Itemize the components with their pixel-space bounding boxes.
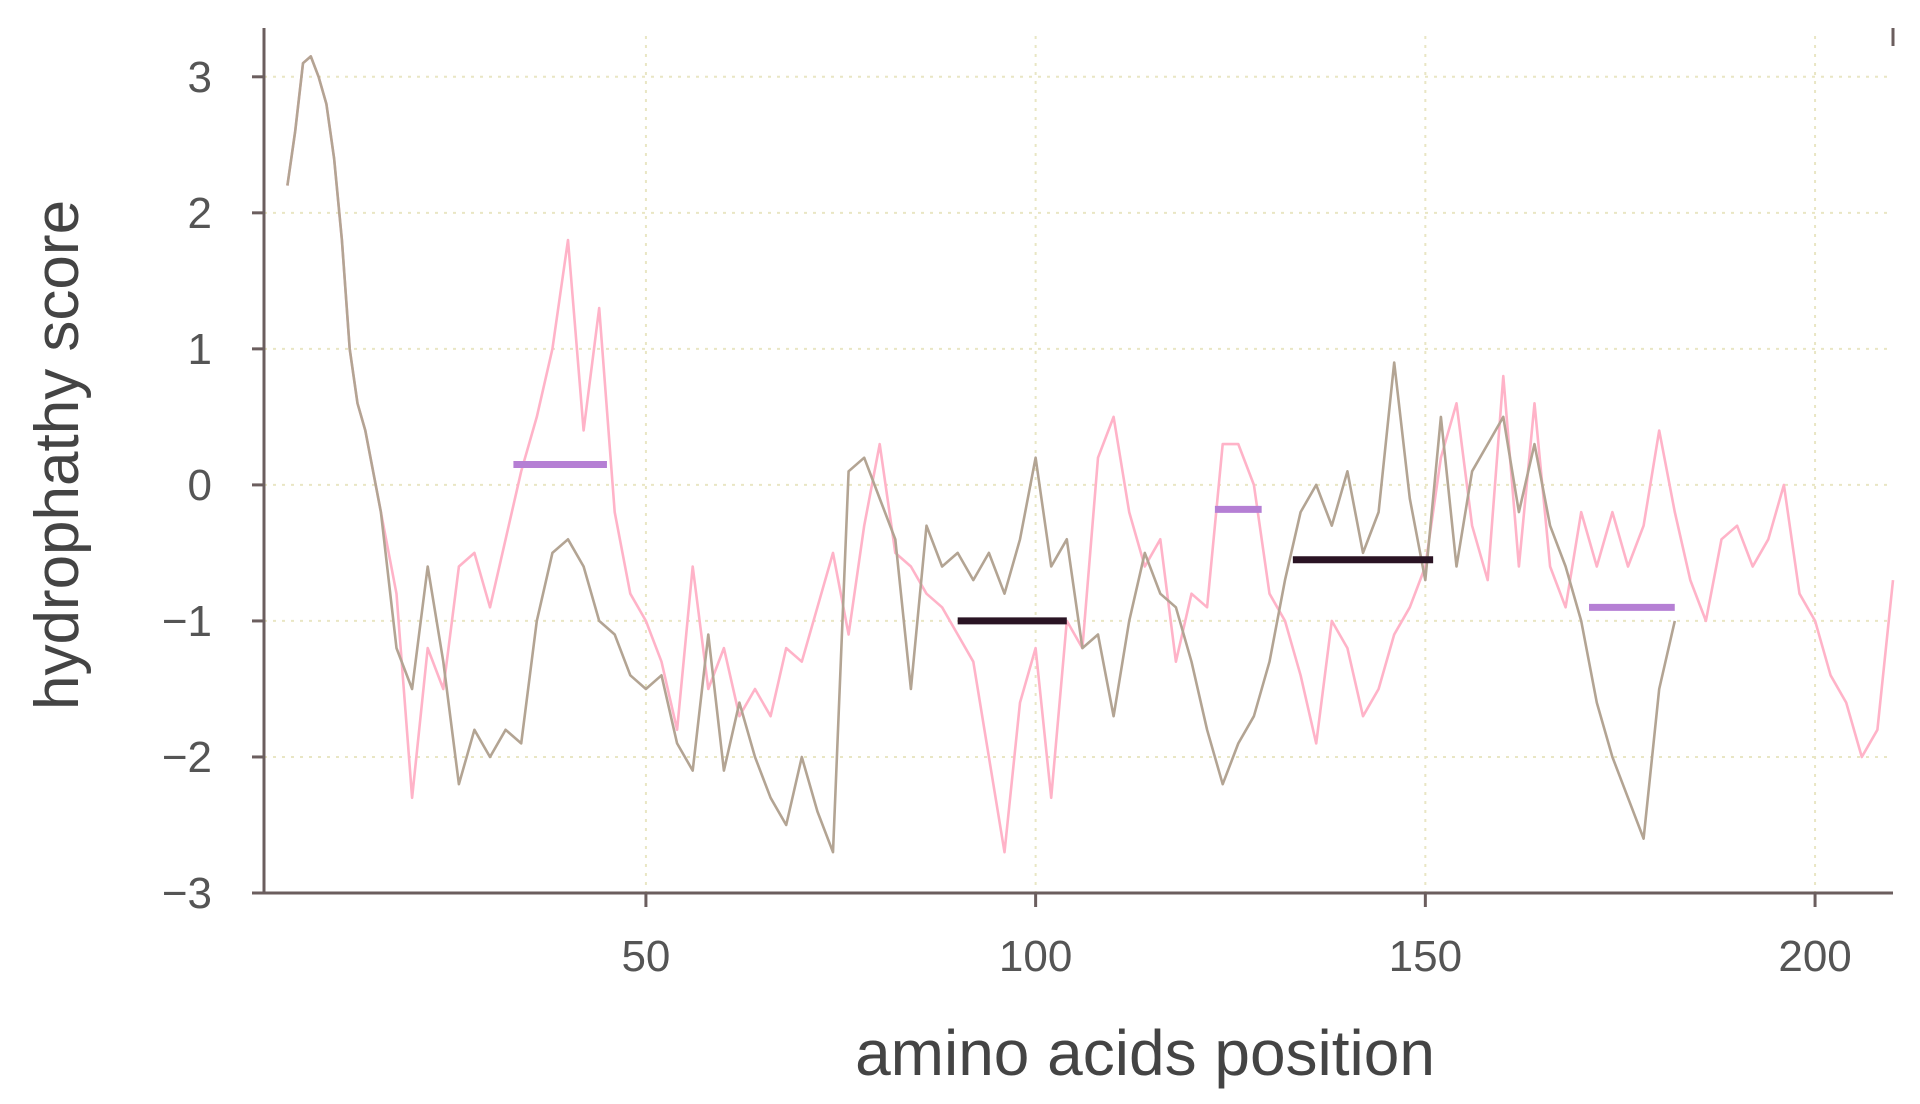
y-tick-label: 3: [188, 53, 212, 102]
y-tick-label: 2: [188, 189, 212, 238]
grid-lines: [264, 36, 1893, 894]
y-tick-label: 1: [188, 325, 212, 374]
segment-bars: [513, 461, 1675, 625]
series-line-2: [286, 55, 1677, 854]
x-tick-label: 50: [621, 932, 670, 981]
y-axis-title: hydrophathy score: [23, 200, 92, 710]
x-tick-label: 100: [999, 932, 1072, 981]
x-axis-title: amino acids position: [855, 1017, 1435, 1089]
series-line-1: [286, 55, 1895, 854]
x-tick-label: 200: [1778, 932, 1851, 981]
y-tick-labels: 3 2 1 0 −1 −2 −3: [162, 53, 264, 918]
series-lines: [286, 55, 1895, 854]
y-tick-label: −3: [162, 869, 212, 918]
y-tick-label: −2: [162, 733, 212, 782]
x-tick-label: 150: [1389, 932, 1462, 981]
axes: [262, 28, 1895, 895]
x-tick-labels: 50 100 150 200: [621, 893, 1852, 981]
y-tick-label: 0: [188, 461, 212, 510]
y-tick-label: −1: [162, 597, 212, 646]
